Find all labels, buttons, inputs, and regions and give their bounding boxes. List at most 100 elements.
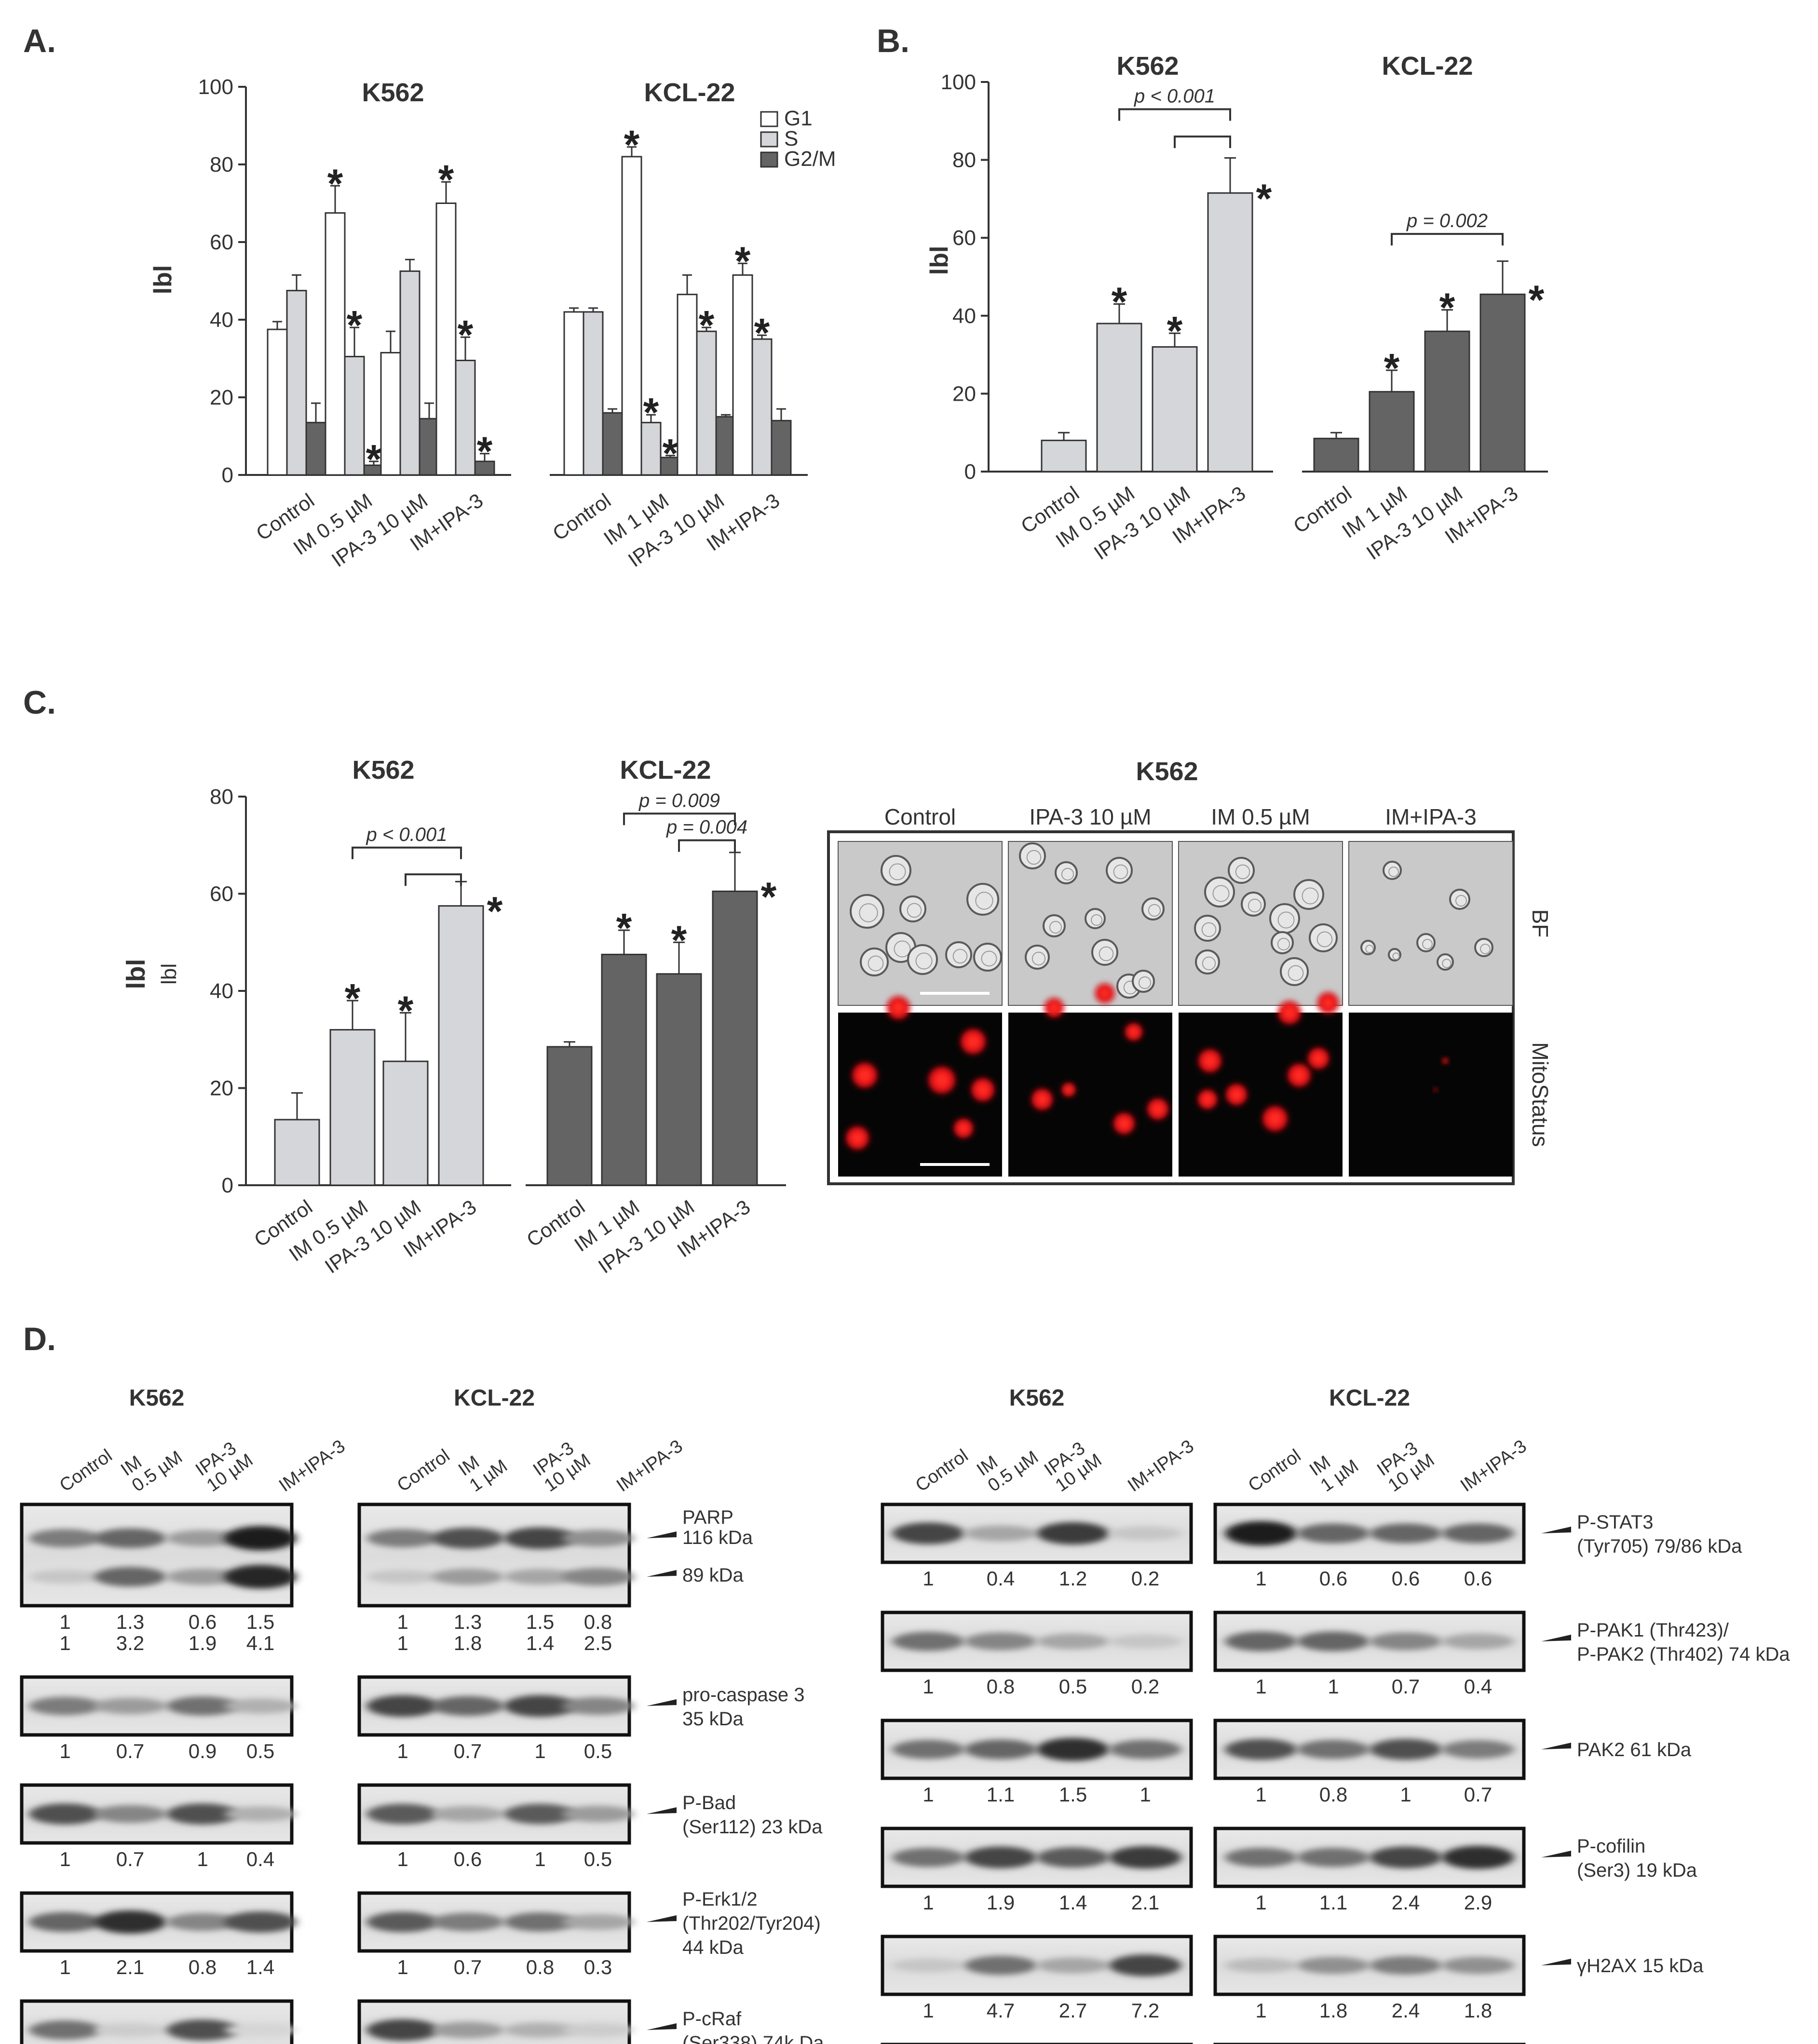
- group-title: K562: [362, 78, 424, 107]
- mito-cell-core: [1434, 1088, 1437, 1091]
- blot-image: [357, 1783, 634, 1845]
- band-quantification: 1: [1328, 1675, 1339, 1698]
- microscopy-panel: K562 Control IPA-3 10 µM IM 0.5 µM IM+IPA-3 B…: [827, 757, 1553, 1185]
- blot-band: [504, 1527, 576, 1549]
- bf-cell: [1360, 940, 1376, 955]
- mito-cell-core: [1203, 1054, 1217, 1068]
- blot-band: [1370, 1632, 1442, 1651]
- band-quantification: 0.6: [454, 1848, 482, 1870]
- legend-swatch: [760, 151, 778, 168]
- blot-image: [881, 1827, 1193, 1888]
- blot-band: [892, 1632, 964, 1651]
- bf-cell-nucleus: [1455, 895, 1467, 907]
- blot-band: [432, 1806, 504, 1822]
- lane-label-line: Control: [912, 1446, 972, 1496]
- mito-cell-core: [1151, 1102, 1165, 1116]
- y-axis-label: lbl: [925, 246, 953, 275]
- band-quantification: 0.7: [116, 1740, 144, 1762]
- blot-band: [1225, 1958, 1297, 1973]
- blot-band: [1225, 1848, 1297, 1867]
- lane-label-line: Control: [56, 1446, 116, 1496]
- lane-label-line: IM+IPA-3: [1457, 1436, 1530, 1496]
- microscopy-column-label: Control: [884, 804, 956, 829]
- bar: [1207, 192, 1253, 473]
- band-quantification: 1: [59, 1956, 70, 1978]
- blot-band: [1109, 1740, 1181, 1759]
- blot-band: [94, 1567, 166, 1587]
- bf-cell: [1280, 957, 1309, 986]
- blot-band: [166, 1803, 239, 1825]
- band-quantification: 1: [1255, 1999, 1266, 2022]
- y-tick-label: 20: [952, 382, 976, 406]
- significance-bracket: [352, 846, 462, 859]
- bf-cell: [1085, 908, 1106, 929]
- panel-d-label: D.: [23, 1321, 56, 1357]
- blot-image: [20, 1999, 297, 2044]
- bf-cell-nucleus: [1365, 945, 1374, 953]
- blot-band: [562, 1697, 634, 1715]
- band-quantification: 1.4: [246, 1956, 274, 1978]
- blot-image: [20, 1675, 297, 1737]
- blot-band: [29, 1912, 101, 1932]
- band-quantification: 1: [1255, 1675, 1266, 1698]
- bar: [1152, 346, 1198, 473]
- bf-cell-nucleus: [1138, 976, 1152, 989]
- band-quantification: 1: [923, 1567, 934, 1590]
- y-tick-label: 0: [222, 463, 233, 487]
- mito-cell-core: [1292, 1068, 1306, 1083]
- band-quantification: 2.9: [1464, 1891, 1492, 1914]
- mito-cell-core: [1202, 1094, 1213, 1105]
- bar-g1: [563, 311, 584, 476]
- blot-band: [892, 1740, 964, 1759]
- bar-s: [751, 338, 773, 476]
- bf-cell-nucleus: [1277, 937, 1290, 951]
- bar-s: [344, 355, 365, 476]
- y-tick-label: 20: [210, 1077, 233, 1100]
- bf-cell: [1383, 861, 1402, 880]
- lane-label-line: IM+IPA-3: [613, 1436, 686, 1496]
- y-tick-label: 100: [941, 70, 976, 94]
- blot-image: [1213, 1935, 1526, 1996]
- bar-g1: [732, 274, 753, 476]
- significance-star: *: [1256, 176, 1272, 221]
- blot-band: [1109, 1846, 1181, 1869]
- blot-band: [1370, 1739, 1442, 1760]
- lane-label: IM+IPA-3: [275, 1436, 349, 1496]
- blot-band: [964, 1956, 1037, 1975]
- significance-star: *: [345, 975, 361, 1021]
- blot-band: [562, 1806, 634, 1822]
- p-value-label: p = 0.004: [666, 817, 747, 838]
- bf-cell: [899, 895, 926, 922]
- blot-image: [1213, 1719, 1526, 1780]
- bf-cell: [850, 894, 884, 929]
- blot-band: [94, 2023, 166, 2037]
- band-quantification: 1: [397, 1611, 408, 1633]
- blot-band: [1370, 1523, 1442, 1543]
- bar-g2-m: [715, 416, 736, 476]
- band-quantification: 0.9: [189, 1740, 217, 1762]
- blot-image: [881, 1719, 1193, 1780]
- blot-band: [892, 1522, 964, 1544]
- significance-star: *: [735, 238, 751, 284]
- lane-label: Control: [1245, 1446, 1304, 1496]
- significance-star: *: [1529, 277, 1545, 322]
- band-quantification: 1.4: [526, 1632, 554, 1654]
- y-tick-label: 40: [210, 308, 233, 332]
- bar-s: [696, 330, 717, 476]
- legend-label: G1: [784, 107, 813, 130]
- blot-band: [1037, 1847, 1109, 1868]
- microscopy-column-label: IM 0.5 µM: [1211, 804, 1310, 829]
- protein-label: P-PAK1 (Thr423)/: [1577, 1620, 1729, 1641]
- lane-label: IM1 µM: [455, 1440, 511, 1496]
- blot-band: [224, 1911, 297, 1933]
- significance-bracket: [405, 873, 462, 886]
- band-arrowhead: [1541, 1635, 1571, 1641]
- blot-band: [29, 1529, 101, 1547]
- band-quantification: 1.8: [1464, 1999, 1492, 2022]
- mito-cell-core: [1064, 1085, 1073, 1094]
- bar: [382, 1060, 429, 1186]
- protein-label: P-STAT3: [1577, 1512, 1654, 1533]
- band-quantification: 0.5: [1059, 1675, 1087, 1698]
- y-tick-label: 20: [210, 386, 233, 409]
- blot-band: [366, 1529, 439, 1547]
